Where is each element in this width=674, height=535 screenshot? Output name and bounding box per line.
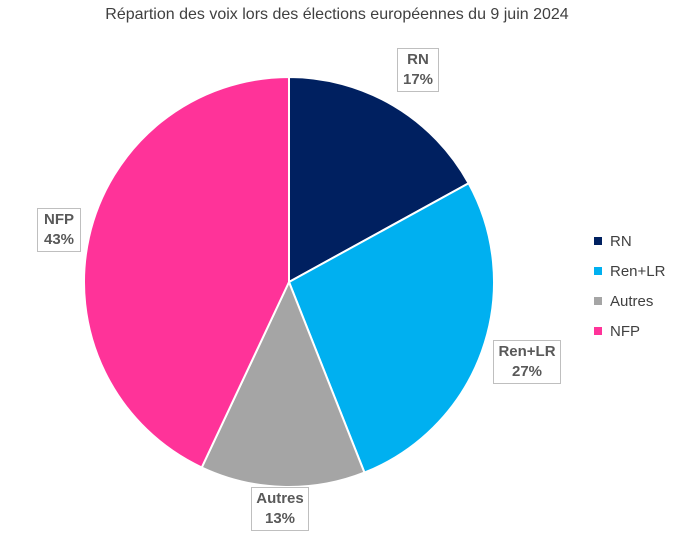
data-label-ren-lr-value: 27% xyxy=(498,362,556,382)
data-label-autres-value: 13% xyxy=(256,509,304,529)
legend-label-rn: RN xyxy=(610,233,632,250)
data-label-autres-name: Autres xyxy=(256,489,304,509)
data-label-nfp-value: 43% xyxy=(42,230,76,250)
legend-label-autres: Autres xyxy=(610,293,653,310)
legend-swatch-ren-lr xyxy=(594,267,602,275)
legend-item-ren-lr: Ren+LR xyxy=(594,256,665,286)
data-label-nfp: NFP 43% xyxy=(37,208,81,252)
legend-item-rn: RN xyxy=(594,226,665,256)
data-label-ren-lr-name: Ren+LR xyxy=(498,342,556,362)
legend-item-nfp: NFP xyxy=(594,316,665,346)
legend-swatch-nfp xyxy=(594,327,602,335)
data-label-ren-lr: Ren+LR 27% xyxy=(493,340,561,384)
data-label-rn-value: 17% xyxy=(402,70,434,90)
legend-label-nfp: NFP xyxy=(610,323,640,340)
legend-item-autres: Autres xyxy=(594,286,665,316)
data-label-rn: RN 17% xyxy=(397,48,439,92)
data-label-rn-name: RN xyxy=(402,50,434,70)
data-label-autres: Autres 13% xyxy=(251,487,309,531)
legend-label-ren-lr: Ren+LR xyxy=(610,263,665,280)
legend: RN Ren+LR Autres NFP xyxy=(594,226,665,346)
legend-swatch-rn xyxy=(594,237,602,245)
legend-swatch-autres xyxy=(594,297,602,305)
data-label-nfp-name: NFP xyxy=(42,210,76,230)
